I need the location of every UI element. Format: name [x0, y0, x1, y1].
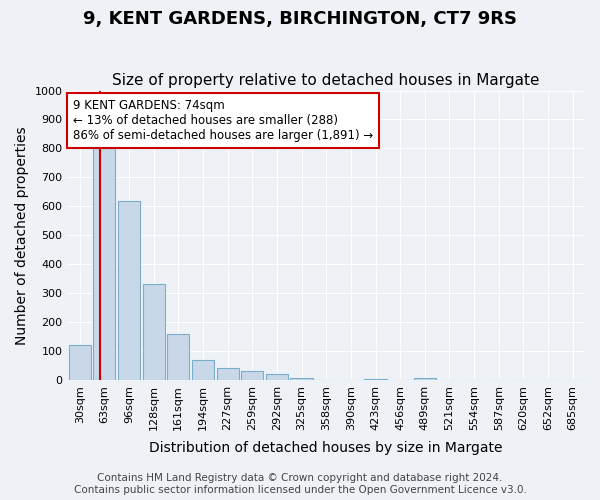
- Bar: [93, 148, 115, 380]
- Bar: [217, 368, 239, 380]
- Title: Size of property relative to detached houses in Margate: Size of property relative to detached ho…: [112, 73, 540, 88]
- Text: Contains HM Land Registry data © Crown copyright and database right 2024.
Contai: Contains HM Land Registry data © Crown c…: [74, 474, 526, 495]
- Bar: [143, 284, 165, 380]
- Text: 9, KENT GARDENS, BIRCHINGTON, CT7 9RS: 9, KENT GARDENS, BIRCHINGTON, CT7 9RS: [83, 10, 517, 28]
- Bar: [68, 345, 91, 380]
- Bar: [266, 374, 288, 380]
- Bar: [167, 334, 190, 380]
- Bar: [118, 200, 140, 380]
- Bar: [414, 378, 436, 380]
- X-axis label: Distribution of detached houses by size in Margate: Distribution of detached houses by size …: [149, 441, 503, 455]
- Bar: [364, 379, 386, 380]
- Text: 9 KENT GARDENS: 74sqm
← 13% of detached houses are smaller (288)
86% of semi-det: 9 KENT GARDENS: 74sqm ← 13% of detached …: [73, 99, 373, 142]
- Bar: [290, 378, 313, 380]
- Bar: [241, 371, 263, 380]
- Y-axis label: Number of detached properties: Number of detached properties: [15, 126, 29, 344]
- Bar: [192, 360, 214, 380]
